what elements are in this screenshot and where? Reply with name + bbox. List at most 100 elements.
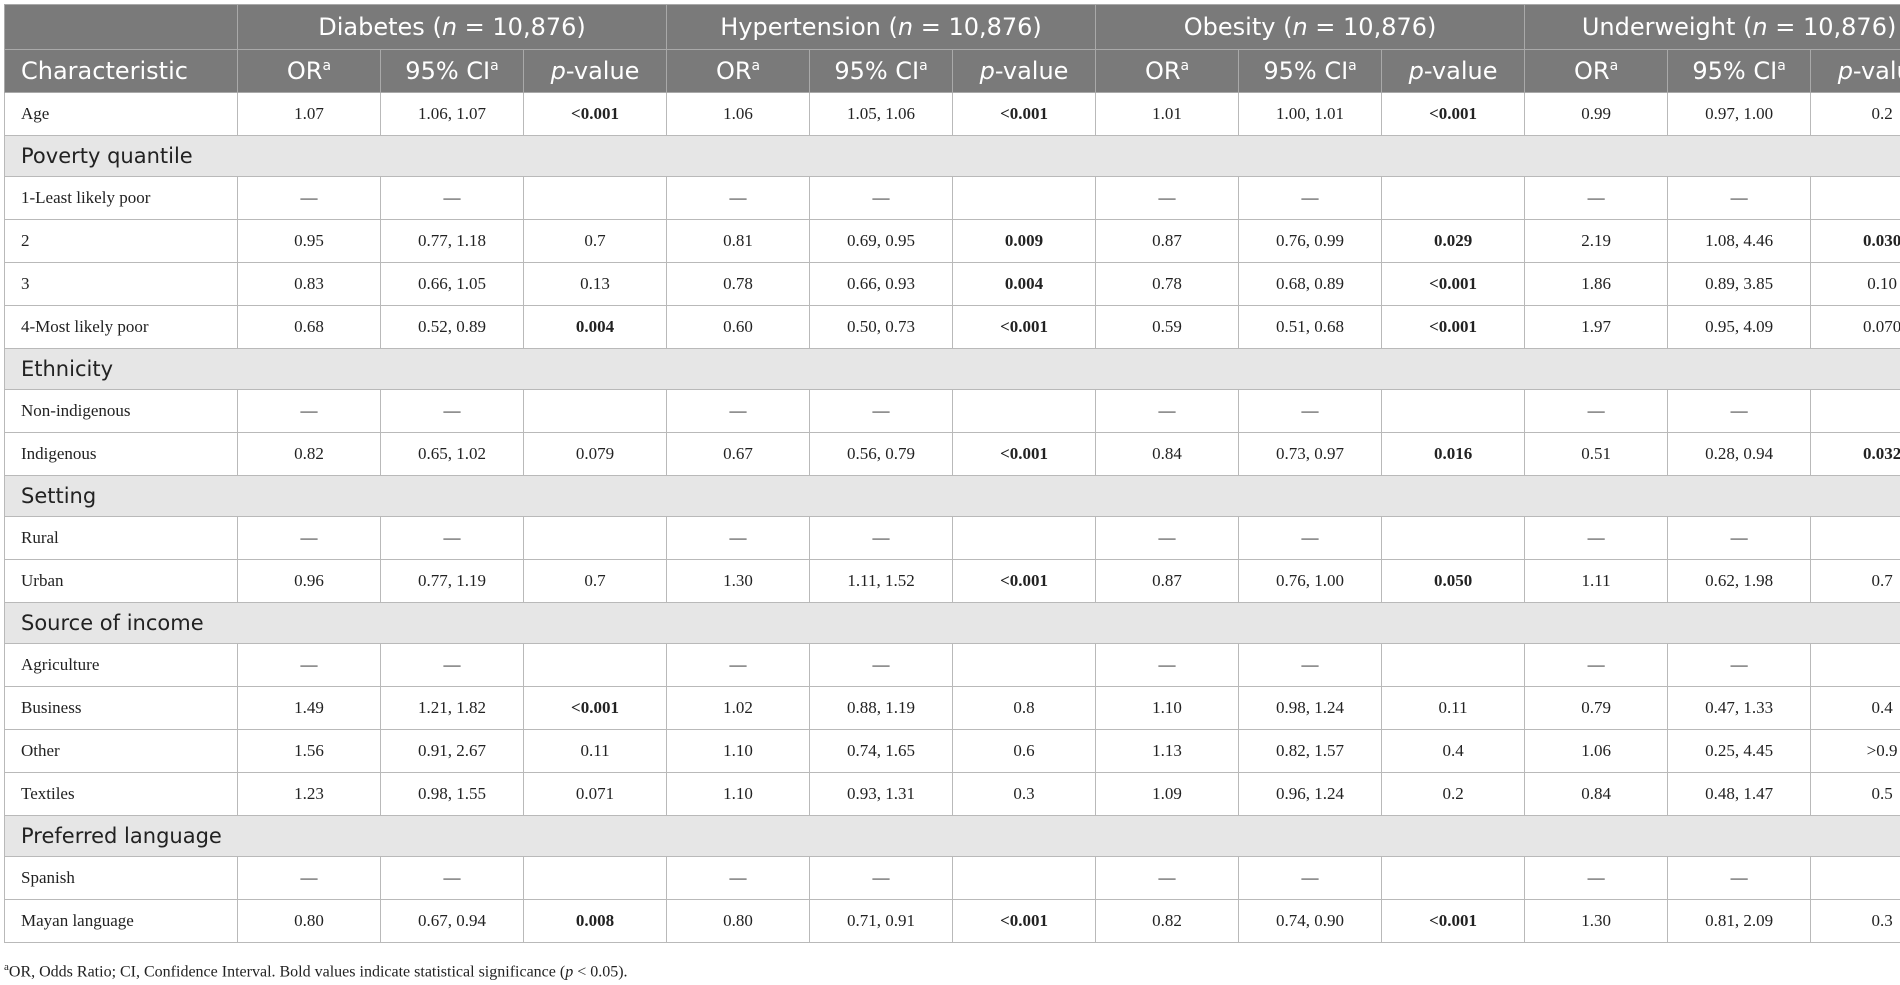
or-cell: 0.67 (666, 432, 811, 476)
section-label: Ethnicity (3, 348, 1900, 390)
or-cell: — (1524, 516, 1669, 560)
section-label: Setting (3, 475, 1900, 517)
ci-cell: — (1667, 643, 1812, 687)
or-cell: 0.99 (1524, 92, 1669, 136)
p-value-cell: 0.030 (1810, 219, 1900, 263)
p-value-cell: 0.032 (1810, 432, 1900, 476)
ci-header: 95% CIa (380, 49, 524, 93)
table-row: 3 0.83 0.66, 1.05 0.13 0.78 0.66, 0.93 0.004 0.… (4, 262, 1900, 306)
or-cell: — (237, 856, 381, 900)
or-cell: 0.82 (237, 432, 381, 476)
p-value-cell: 0.004 (952, 262, 1097, 306)
p-value-cell: 0.016 (1381, 432, 1526, 476)
or-header: ORa (1095, 49, 1240, 93)
ci-cell: — (809, 176, 954, 220)
or-cell: — (666, 516, 811, 560)
ci-cell: 0.73, 0.97 (1238, 432, 1383, 476)
p-value-cell (952, 176, 1097, 220)
p-value-cell (1381, 389, 1526, 433)
or-cell: 1.01 (1095, 92, 1240, 136)
table-row: Urban 0.96 0.77, 1.19 0.7 1.30 1.11, 1.52 <0.0… (4, 559, 1900, 603)
p-italic: p (979, 57, 995, 85)
ci-cell: 0.56, 0.79 (809, 432, 954, 476)
group-header-row: Diabetes (n = 10,876) Hypertension (n = 1… (4, 4, 1900, 50)
ci-cell: — (380, 643, 524, 687)
ci-cell: — (1667, 176, 1812, 220)
footnote-text-1: OR, Odds Ratio; CI, Confidence Interval.… (8, 963, 566, 981)
or-cell: 1.13 (1095, 729, 1240, 773)
ci-cell: — (1238, 176, 1383, 220)
or-cell: 1.10 (1095, 686, 1240, 730)
or-sup: a (322, 58, 332, 74)
p-value-cell: <0.001 (1381, 305, 1526, 349)
p-value-cell: 0.3 (1810, 899, 1900, 943)
p-value-cell: <0.001 (952, 559, 1097, 603)
ci-cell: 0.48, 1.47 (1667, 772, 1812, 816)
ci-header: 95% CIa (1238, 49, 1383, 93)
p-rest: -value (994, 57, 1069, 85)
ci-cell: — (380, 516, 524, 560)
p-value-cell (1810, 516, 1900, 560)
or-cell: — (666, 643, 811, 687)
ci-cell: 0.52, 0.89 (380, 305, 524, 349)
ci-cell: 1.06, 1.07 (380, 92, 524, 136)
or-header: ORa (237, 49, 381, 93)
row-label: 3 (4, 262, 238, 306)
p-value-cell: 0.008 (522, 899, 668, 943)
ci-cell: 0.66, 0.93 (809, 262, 954, 306)
p-value-cell: <0.001 (952, 305, 1097, 349)
p-rest: -value (1852, 57, 1900, 85)
or-cell: 1.49 (237, 686, 381, 730)
ci-cell: — (809, 643, 954, 687)
ci-cell: 1.00, 1.01 (1238, 92, 1383, 136)
p-value-cell: 0.7 (522, 559, 668, 603)
or-label: OR (1573, 57, 1610, 85)
section-label: Preferred language (3, 815, 1900, 857)
or-cell: 0.81 (666, 219, 811, 263)
ci-cell: 0.68, 0.89 (1238, 262, 1383, 306)
p-value-cell: 0.3 (952, 772, 1097, 816)
ci-cell: — (1238, 389, 1383, 433)
group-n-label: n (441, 13, 458, 41)
ci-cell: 0.98, 1.24 (1238, 686, 1383, 730)
p-value-cell (1810, 389, 1900, 433)
row-label: Indigenous (4, 432, 238, 476)
section-row: Ethnicity (3, 348, 1900, 390)
ci-cell: — (809, 516, 954, 560)
ci-cell: 0.47, 1.33 (1667, 686, 1812, 730)
or-cell: — (237, 389, 381, 433)
p-value-cell: 0.4 (1381, 729, 1526, 773)
row-label: Rural (4, 516, 238, 560)
ci-cell: 1.08, 4.46 (1667, 219, 1812, 263)
or-cell: 1.11 (1524, 559, 1669, 603)
p-value-cell: 0.2 (1381, 772, 1526, 816)
or-header: ORa (1524, 49, 1669, 93)
p-value-cell: <0.001 (952, 899, 1097, 943)
ci-cell: — (809, 856, 954, 900)
p-value-header: p-value (522, 49, 668, 93)
or-cell: — (1524, 643, 1669, 687)
ci-cell: 0.77, 1.19 (380, 559, 524, 603)
p-value-cell (952, 643, 1097, 687)
p-value-cell: 0.11 (1381, 686, 1526, 730)
or-cell: 1.97 (1524, 305, 1669, 349)
or-cell: — (1095, 389, 1240, 433)
ci-cell: 0.95, 4.09 (1667, 305, 1812, 349)
odds-ratio-table: Diabetes (n = 10,876) Hypertension (n = 1… (3, 4, 1900, 943)
or-cell: 2.19 (1524, 219, 1669, 263)
or-label: OR (715, 57, 752, 85)
ci-cell: 1.21, 1.82 (380, 686, 524, 730)
ci-cell: 0.74, 1.65 (809, 729, 954, 773)
table-row: Rural — — — — — — — — (4, 516, 1900, 560)
ci-cell: — (380, 856, 524, 900)
or-cell: — (666, 856, 811, 900)
ci-cell: 0.76, 1.00 (1238, 559, 1383, 603)
table-header: Diabetes (n = 10,876) Hypertension (n = 1… (4, 4, 1900, 93)
ci-cell: — (380, 389, 524, 433)
table-row: 1-Least likely poor — — — — — — — — (4, 176, 1900, 220)
ci-cell: — (809, 389, 954, 433)
ci-cell: 0.66, 1.05 (380, 262, 524, 306)
group-name: Diabetes (318, 13, 425, 41)
or-cell: — (1524, 856, 1669, 900)
or-cell: 0.59 (1095, 305, 1240, 349)
